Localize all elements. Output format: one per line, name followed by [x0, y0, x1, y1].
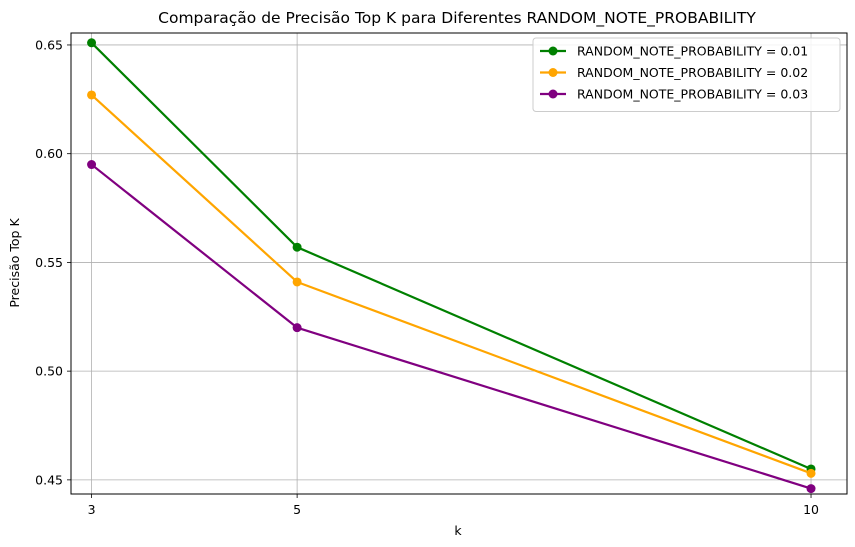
y-axis-label: Precisão Top K	[7, 218, 22, 308]
x-axis-label: k	[454, 523, 462, 538]
chart-title: Comparação de Precisão Top K para Difere…	[158, 9, 756, 28]
legend-marker	[548, 89, 558, 99]
legend-marker	[548, 68, 558, 77]
series-2	[87, 90, 816, 478]
data-point	[806, 484, 816, 494]
legend-label: RANDOM_NOTE_PROBABILITY = 0.03	[577, 87, 808, 102]
y-tick-label: 0.50	[35, 364, 63, 379]
x-tick-label: 10	[803, 502, 819, 517]
y-tick-label: 0.45	[35, 472, 63, 487]
plot-area	[70, 32, 848, 495]
series-3	[87, 160, 816, 494]
data-point	[87, 38, 97, 48]
legend-item: RANDOM_NOTE_PROBABILITY = 0.03	[540, 87, 808, 102]
x-tick-label: 5	[293, 502, 301, 517]
y-tick-label: 0.65	[35, 37, 63, 52]
data-point	[292, 242, 302, 252]
y-tick-label: 0.60	[35, 146, 63, 161]
data-point	[87, 90, 97, 100]
data-point	[292, 277, 302, 287]
data-point	[292, 323, 302, 333]
legend-item: RANDOM_NOTE_PROBABILITY = 0.01	[540, 44, 808, 59]
data-point	[87, 160, 97, 170]
data-point	[806, 468, 816, 478]
axis-ticks: 3 5 10 0.45 0.50 0.55 0.60 0.65	[35, 37, 819, 517]
data-series	[87, 38, 816, 494]
legend-label: RANDOM_NOTE_PROBABILITY = 0.01	[577, 44, 808, 59]
legend-box	[532, 37, 841, 112]
legend-label: RANDOM_NOTE_PROBABILITY = 0.02	[577, 65, 808, 80]
legend-item: RANDOM_NOTE_PROBABILITY = 0.02	[540, 65, 808, 80]
legend: RANDOM_NOTE_PROBABILITY = 0.01 RANDOM_NOT…	[532, 37, 841, 112]
legend-marker	[548, 46, 558, 56]
y-tick-label: 0.55	[35, 255, 63, 270]
x-tick-label: 3	[88, 502, 96, 517]
